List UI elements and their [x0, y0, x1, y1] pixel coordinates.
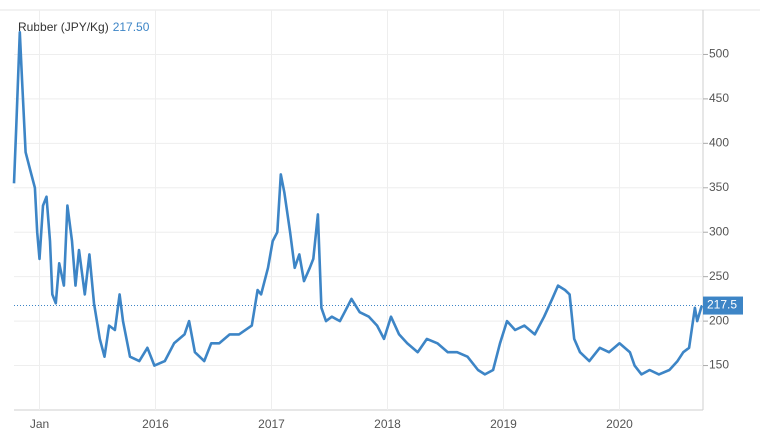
y-tick-label: 150 [709, 358, 729, 372]
y-tick-label: 450 [709, 91, 729, 105]
x-tick-label: 2016 [142, 417, 169, 431]
current-badge [703, 296, 743, 315]
x-tick-label: 2020 [606, 417, 633, 431]
current-value: 217.50 [113, 20, 150, 34]
current-label: 217.5 [707, 298, 737, 312]
chart-title: Rubber (JPY/Kg) [18, 20, 109, 34]
y-tick-label: 300 [709, 224, 729, 238]
x-tick-label: 2017 [258, 417, 285, 431]
y-tick-label: 400 [709, 136, 729, 150]
y-tick-label: 350 [709, 180, 729, 194]
x-tick-label: 2019 [490, 417, 517, 431]
price-line [12, 30, 704, 376]
y-tick-label: 250 [709, 269, 729, 283]
y-tick-label: 200 [709, 313, 729, 327]
y-tick-label: 500 [709, 47, 729, 61]
x-tick-label: 2018 [374, 417, 401, 431]
x-tick-label: Jan [30, 417, 49, 431]
